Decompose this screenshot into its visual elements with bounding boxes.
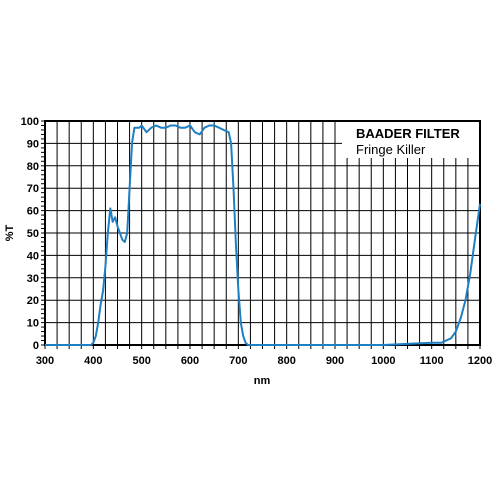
legend-subtitle: Fringe Killer bbox=[356, 142, 426, 157]
x-tick-label: 900 bbox=[326, 355, 344, 367]
x-tick-label: 300 bbox=[36, 355, 54, 367]
y-tick-label: 90 bbox=[27, 138, 39, 150]
legend-background bbox=[342, 122, 479, 158]
x-tick-label: 500 bbox=[132, 355, 150, 367]
x-tick-label: 800 bbox=[277, 355, 295, 367]
y-tick-label: 20 bbox=[27, 295, 39, 307]
x-tick-label: 1100 bbox=[420, 355, 444, 367]
x-axis-tick-labels: 300 400 500 600 700 800 900 1000 1100 1200 bbox=[36, 355, 492, 367]
y-tick-label: 40 bbox=[27, 250, 39, 262]
y-axis-label: %T bbox=[4, 224, 16, 241]
x-axis-label: nm bbox=[254, 375, 271, 387]
legend-box: BAADER FILTER Fringe Killer bbox=[342, 122, 479, 158]
y-tick-label: 30 bbox=[27, 273, 39, 285]
x-tick-label: 600 bbox=[181, 355, 199, 367]
x-tick-label: 400 bbox=[84, 355, 102, 367]
y-tick-label: 100 bbox=[21, 116, 39, 128]
legend-title: BAADER FILTER bbox=[356, 126, 460, 141]
y-tick-label: 0 bbox=[33, 340, 39, 352]
y-tick-label: 50 bbox=[27, 228, 39, 240]
y-axis-tick-labels: 0 10 20 30 40 50 60 70 80 90 100 bbox=[21, 116, 39, 352]
y-tick-label: 60 bbox=[27, 206, 39, 218]
transmission-curve bbox=[45, 124, 481, 346]
x-tick-label: 1200 bbox=[468, 355, 492, 367]
x-tick-label: 1000 bbox=[371, 355, 395, 367]
y-tick-label: 10 bbox=[27, 318, 39, 330]
y-tick-label: 70 bbox=[27, 183, 39, 195]
x-tick-label: 700 bbox=[229, 355, 247, 367]
y-tick-label: 80 bbox=[27, 161, 39, 173]
